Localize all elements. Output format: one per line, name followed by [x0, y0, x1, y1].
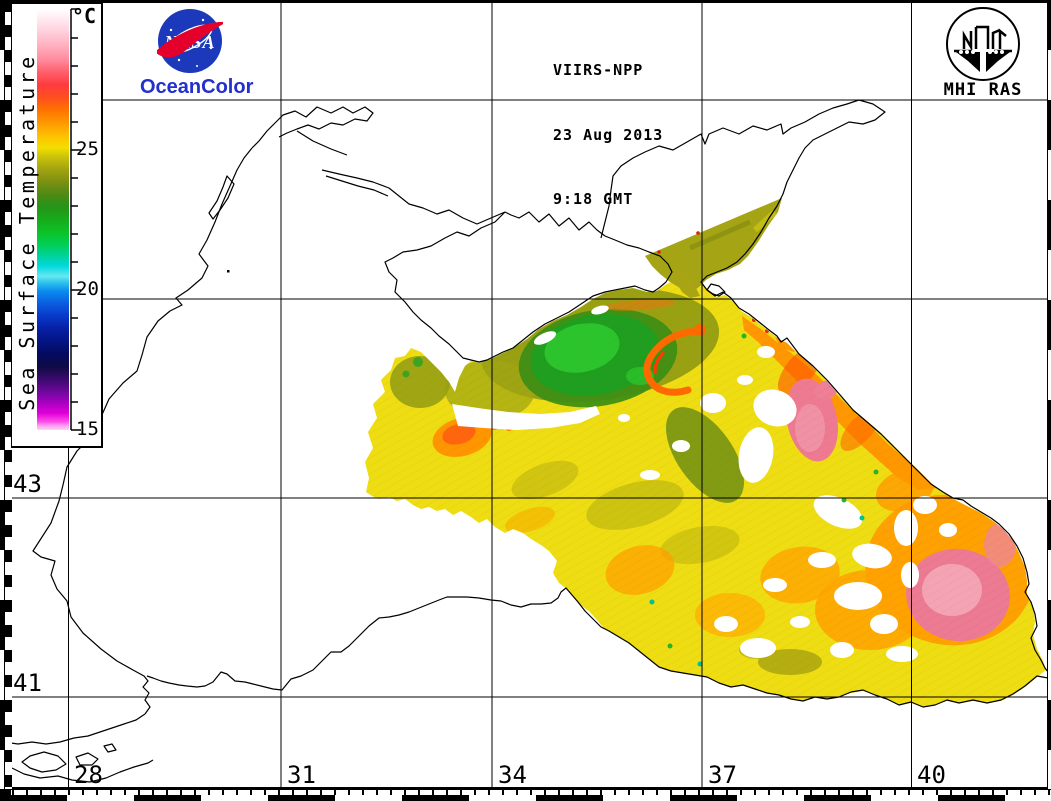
- frame-right-ticks: [1048, 0, 1051, 789]
- sst-gradient-bar: [37, 9, 69, 430]
- acquisition-time: 9:18 GMT: [553, 190, 634, 208]
- lat-label-41: 41: [13, 669, 42, 697]
- frame-left-outer-ticks: [0, 0, 4, 789]
- azov-swath-wedge: [645, 198, 782, 298]
- lon-label-37: 37: [708, 761, 737, 789]
- colorbar-axis: [70, 8, 81, 431]
- acquisition-date: 23 Aug 2013: [553, 125, 664, 144]
- colorbar-tick-25: 25: [76, 138, 99, 160]
- colorbar-tick-15: 15: [76, 418, 99, 440]
- lon-label-40: 40: [917, 761, 946, 789]
- frame-bottom-minor-ticks: [0, 789, 1051, 796]
- coastline: [10, 99, 1049, 783]
- lon-label-34: 34: [498, 761, 527, 789]
- frame-bottom-major-ticks: [0, 795, 1051, 801]
- lon-label-31: 31: [287, 761, 316, 789]
- colorbar-title: Sea Surface Temperature: [15, 53, 39, 411]
- oceancolor-label: OceanColor: [140, 76, 254, 98]
- frame-left-inner-ticks: [4, 0, 12, 789]
- mhi-ras-logo: [946, 7, 1020, 81]
- frame-corner: [0, 789, 11, 801]
- lon-label-28: 28: [74, 761, 103, 789]
- colorbar-panel: °C 25 20 15: [11, 2, 103, 448]
- wave-scallops: [959, 50, 1004, 54]
- acquisition-info: VIIRS-NPP 23 Aug 2013 9:18 GMT: [553, 17, 663, 254]
- frame-top-edge: [0, 0, 1051, 2]
- sensor-name: VIIRS-NPP: [553, 61, 644, 79]
- lat-label-43: 43: [13, 470, 42, 498]
- mhi-monogram: [954, 25, 1012, 53]
- nasa-logo: NASA: [157, 9, 223, 73]
- nasa-swoosh: [157, 21, 223, 58]
- mhi-ras-label: MHI RAS: [943, 80, 1023, 100]
- colorbar-tick-20: 20: [76, 278, 99, 300]
- colorbar-unit-label: °C: [72, 4, 97, 28]
